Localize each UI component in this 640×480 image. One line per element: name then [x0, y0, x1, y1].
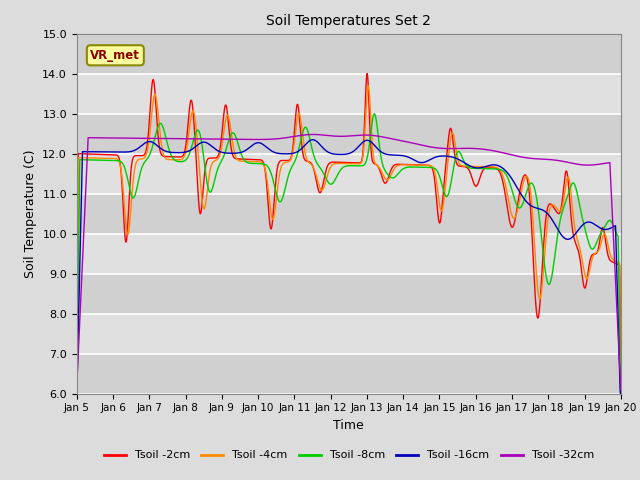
Bar: [77, 234, 621, 274]
Tsoil -16cm: [505, 171, 513, 177]
Tsoil -8cm: [371, 111, 378, 117]
Line: Tsoil -32cm: Tsoil -32cm: [77, 134, 621, 390]
Tsoil -16cm: [616, 391, 624, 396]
Tsoil -8cm: [553, 240, 561, 246]
Tsoil -4cm: [194, 144, 202, 150]
Tsoil -16cm: [180, 149, 188, 155]
Title: Soil Temperatures Set 2: Soil Temperatures Set 2: [266, 14, 431, 28]
Tsoil -16cm: [309, 137, 317, 143]
X-axis label: Time: Time: [333, 419, 364, 432]
Tsoil -4cm: [505, 197, 513, 203]
Tsoil -4cm: [255, 159, 262, 165]
Tsoil -16cm: [434, 154, 442, 159]
Tsoil -2cm: [505, 213, 513, 218]
Tsoil -32cm: [194, 136, 202, 142]
Tsoil -8cm: [617, 391, 625, 396]
Bar: [77, 193, 621, 234]
Tsoil -8cm: [505, 177, 513, 182]
Bar: [77, 73, 621, 114]
Tsoil -2cm: [364, 71, 371, 76]
Tsoil -4cm: [73, 391, 81, 396]
Tsoil -16cm: [194, 142, 202, 148]
Tsoil -2cm: [255, 157, 262, 163]
Tsoil -16cm: [553, 224, 561, 230]
Bar: [77, 274, 621, 313]
Bar: [77, 313, 621, 354]
Tsoil -32cm: [505, 151, 513, 157]
Tsoil -2cm: [434, 207, 442, 213]
Tsoil -4cm: [434, 186, 442, 192]
Tsoil -4cm: [180, 153, 188, 159]
Tsoil -16cm: [617, 391, 625, 396]
Tsoil -8cm: [434, 168, 442, 174]
Bar: [77, 154, 621, 193]
Line: Tsoil -2cm: Tsoil -2cm: [77, 73, 621, 394]
Tsoil -8cm: [73, 391, 81, 396]
Tsoil -4cm: [617, 391, 625, 396]
Tsoil -16cm: [73, 390, 81, 396]
Line: Tsoil -4cm: Tsoil -4cm: [77, 86, 621, 394]
Line: Tsoil -8cm: Tsoil -8cm: [77, 114, 621, 394]
Tsoil -8cm: [180, 158, 188, 164]
Tsoil -32cm: [617, 387, 625, 393]
Tsoil -8cm: [255, 161, 262, 167]
Tsoil -2cm: [73, 391, 81, 396]
Line: Tsoil -16cm: Tsoil -16cm: [77, 140, 621, 394]
Tsoil -16cm: [255, 140, 262, 145]
Tsoil -32cm: [255, 137, 262, 143]
Bar: [77, 354, 621, 394]
Tsoil -32cm: [553, 157, 561, 163]
Bar: [77, 114, 621, 154]
Tsoil -2cm: [194, 186, 202, 192]
Tsoil -32cm: [73, 383, 81, 388]
Tsoil -4cm: [553, 205, 561, 211]
Legend: Tsoil -2cm, Tsoil -4cm, Tsoil -8cm, Tsoil -16cm, Tsoil -32cm: Tsoil -2cm, Tsoil -4cm, Tsoil -8cm, Tsoi…: [99, 446, 598, 465]
Tsoil -4cm: [364, 83, 372, 89]
Tsoil -8cm: [194, 127, 202, 133]
Tsoil -32cm: [309, 132, 317, 137]
Tsoil -32cm: [434, 145, 442, 151]
Tsoil -2cm: [617, 391, 625, 396]
Text: VR_met: VR_met: [90, 49, 140, 62]
Y-axis label: Soil Temperature (C): Soil Temperature (C): [24, 149, 36, 278]
Tsoil -2cm: [553, 209, 561, 215]
Tsoil -32cm: [180, 136, 188, 142]
Bar: [77, 34, 621, 73]
Tsoil -2cm: [180, 149, 188, 155]
